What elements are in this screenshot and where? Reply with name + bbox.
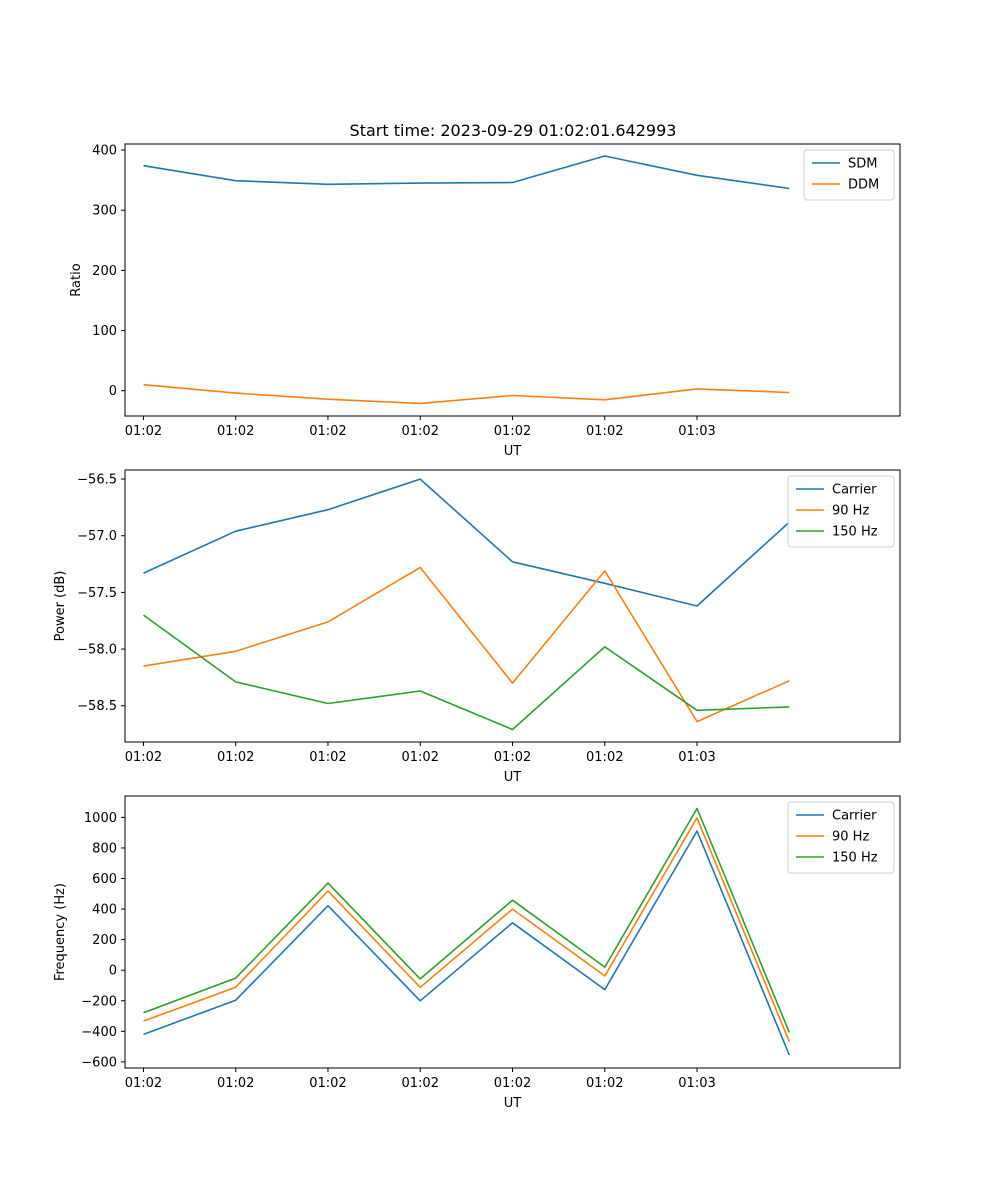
ratio-y-axis-label: Ratio (69, 263, 84, 296)
ratio-y-tick-label: 200 (92, 264, 117, 279)
power-x-tick-label: 01:02 (309, 750, 346, 765)
power-x-tick-label: 01:02 (217, 750, 254, 765)
ratio-x-tick-label: 01:02 (125, 424, 162, 439)
frequency-series-carrier-line (143, 830, 791, 1056)
frequency-legend: Carrier 90 Hz 150 Hz (787, 801, 895, 874)
frequency-legend-label: Carrier (832, 809, 877, 824)
ratio-x-tick-label: 01:03 (678, 424, 715, 439)
ratio-legend: SDM DDM (803, 149, 895, 201)
frequency-y-tick-label: −600 (81, 1055, 117, 1070)
frequency-legend-label: 150 Hz (832, 851, 878, 866)
power-x-tick-label: 01:02 (494, 750, 531, 765)
frequency-x-tick-label: 01:02 (309, 1076, 346, 1091)
power-x-tick-label: 01:03 (678, 750, 715, 765)
power-x-tick-label: 01:02 (125, 750, 162, 765)
power-y-tick-label: −57.0 (77, 529, 117, 544)
frequency-panel: 01:02 01:02 01:02 01:02 01:02 01:02 01:03 −600 −… (53, 795, 901, 1111)
ratio-series-sdm-line (143, 155, 790, 190)
frequency-y-tick-label: 400 (92, 903, 117, 918)
frequency-y-tick-label: −200 (81, 994, 117, 1009)
frequency-x-axis-label: UT (504, 1096, 522, 1111)
ratio-y-tick-label: 400 (92, 144, 117, 159)
frequency-y-tick-label: 600 (92, 872, 117, 887)
power-legend-label: 150 Hz (832, 525, 878, 540)
power-x-tick-label: 01:02 (586, 750, 623, 765)
power-panel: 01:02 01:02 01:02 01:02 01:02 01:02 01:03 −58.5… (53, 469, 901, 785)
ratio-x-axis-label: UT (504, 444, 522, 459)
frequency-x-tick-label: 01:03 (678, 1076, 715, 1091)
power-legend-label: 90 Hz (832, 504, 869, 519)
frequency-legend-box (787, 801, 895, 874)
power-x-axis-label: UT (504, 770, 522, 785)
power-x-tick-label: 01:02 (402, 750, 439, 765)
power-y-tick-label: −56.5 (77, 473, 117, 488)
power-series-150-hz-line (143, 614, 790, 731)
ratio-series-ddm-line (143, 383, 790, 405)
frequency-x-tick-label: 01:02 (125, 1076, 162, 1091)
ratio-x-tick-label: 01:02 (586, 424, 623, 439)
frequency-x-tick-label: 01:02 (217, 1076, 254, 1091)
ratio-legend-label: SDM (848, 157, 877, 172)
power-series-carrier-line (143, 478, 790, 607)
power-y-axis-label: Power (dB) (53, 571, 68, 642)
ratio-x-tick-label: 01:02 (217, 424, 254, 439)
ratio-legend-label: DDM (848, 178, 879, 193)
ratio-y-tick-label: 0 (109, 384, 117, 399)
frequency-y-tick-label: −400 (81, 1025, 117, 1040)
power-legend: Carrier 90 Hz 150 Hz (787, 475, 895, 548)
power-legend-label: Carrier (832, 483, 877, 498)
frequency-y-tick-label: 200 (92, 933, 117, 948)
power-legend-box (787, 475, 895, 548)
ratio-panel: 01:02 01:02 01:02 01:02 01:02 01:02 01:03 0 100 2… (69, 143, 901, 459)
ratio-x-tick-label: 01:02 (402, 424, 439, 439)
frequency-y-axis-label: Frequency (Hz) (53, 883, 68, 981)
figure-title: Start time: 2023-09-29 01:02:01.642993 (350, 121, 677, 140)
frequency-x-tick-label: 01:02 (494, 1076, 531, 1091)
power-series-90-hz-line (143, 566, 790, 723)
power-y-tick-label: −58.0 (77, 643, 117, 658)
ratio-x-tick-label: 01:02 (494, 424, 531, 439)
frequency-x-tick-label: 01:02 (402, 1076, 439, 1091)
frequency-y-tick-label: 1000 (84, 811, 117, 826)
ratio-x-tick-label: 01:02 (309, 424, 346, 439)
power-y-tick-label: −57.5 (77, 586, 117, 601)
frequency-series-90-hz-line (143, 817, 791, 1042)
frequency-series-150-hz-line (143, 807, 791, 1033)
ratio-y-tick-label: 300 (92, 204, 117, 219)
frequency-legend-label: 90 Hz (832, 830, 869, 845)
power-y-tick-label: −58.5 (77, 699, 117, 714)
frequency-y-tick-label: 0 (109, 964, 117, 979)
ratio-y-tick-label: 100 (92, 324, 117, 339)
frequency-x-tick-label: 01:02 (586, 1076, 623, 1091)
frequency-y-tick-label: 800 (92, 841, 117, 856)
